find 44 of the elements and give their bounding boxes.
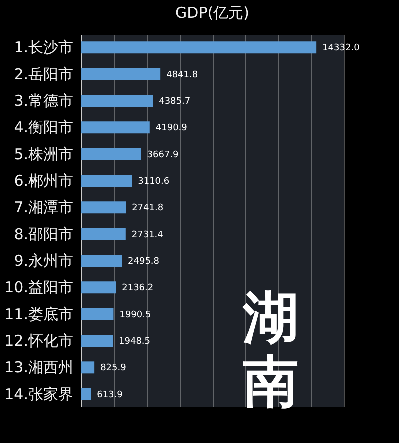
- y-tick-label: 14.张家界: [4, 385, 74, 404]
- y-tick-label: 4.衡阳市: [14, 118, 74, 137]
- data-label: 1948.5: [119, 337, 151, 347]
- y-tick-label: 1.长沙市: [14, 38, 74, 57]
- y-tick-label: 13.湘西州: [4, 358, 74, 377]
- bar: [81, 335, 114, 347]
- data-label: 4385.7: [159, 97, 191, 107]
- y-tick-label: 2.岳阳市: [14, 65, 74, 84]
- data-label: 3667.9: [147, 150, 180, 160]
- bar: [81, 388, 92, 400]
- y-tick-label: 6.郴州市: [14, 172, 74, 190]
- bar: [81, 175, 132, 187]
- y-tick-label: 9.永州市: [14, 252, 74, 270]
- chart-title: GDP(亿元): [176, 4, 250, 22]
- data-label: 4190.9: [156, 124, 188, 134]
- bar: [81, 148, 142, 160]
- data-label: 2136.2: [122, 284, 154, 294]
- data-label: 2495.8: [128, 257, 160, 267]
- bar: [81, 308, 114, 320]
- bar: [81, 68, 161, 80]
- data-label: 4841.8: [166, 70, 198, 80]
- y-tick-label: 8.邵阳市: [14, 225, 74, 244]
- bar: [81, 228, 126, 240]
- bar: [81, 42, 317, 54]
- bar: [81, 362, 95, 374]
- bar: [81, 282, 116, 294]
- data-label: 3110.6: [138, 177, 170, 187]
- data-label: 2741.8: [132, 204, 164, 214]
- y-tick-label: 10.益阳市: [4, 278, 74, 297]
- bar: [81, 122, 150, 134]
- data-label: 825.9: [100, 364, 127, 374]
- y-tick-label: 12.怀化市: [4, 332, 74, 350]
- y-tick-label: 5.株洲市: [14, 145, 74, 164]
- data-label: 1990.5: [120, 310, 152, 320]
- annotation: 湖南: [242, 286, 299, 415]
- data-label: 14332.0: [322, 44, 360, 54]
- y-tick-label: 11.娄底市: [4, 305, 74, 324]
- y-tick-label: 3.常德市: [14, 92, 74, 110]
- data-label: 2731.4: [132, 230, 164, 240]
- data-label: 613.9: [97, 390, 124, 400]
- bar: [81, 255, 122, 267]
- bar: [81, 95, 154, 107]
- bar: [81, 202, 126, 214]
- y-tick-label: 7.湘潭市: [14, 198, 74, 217]
